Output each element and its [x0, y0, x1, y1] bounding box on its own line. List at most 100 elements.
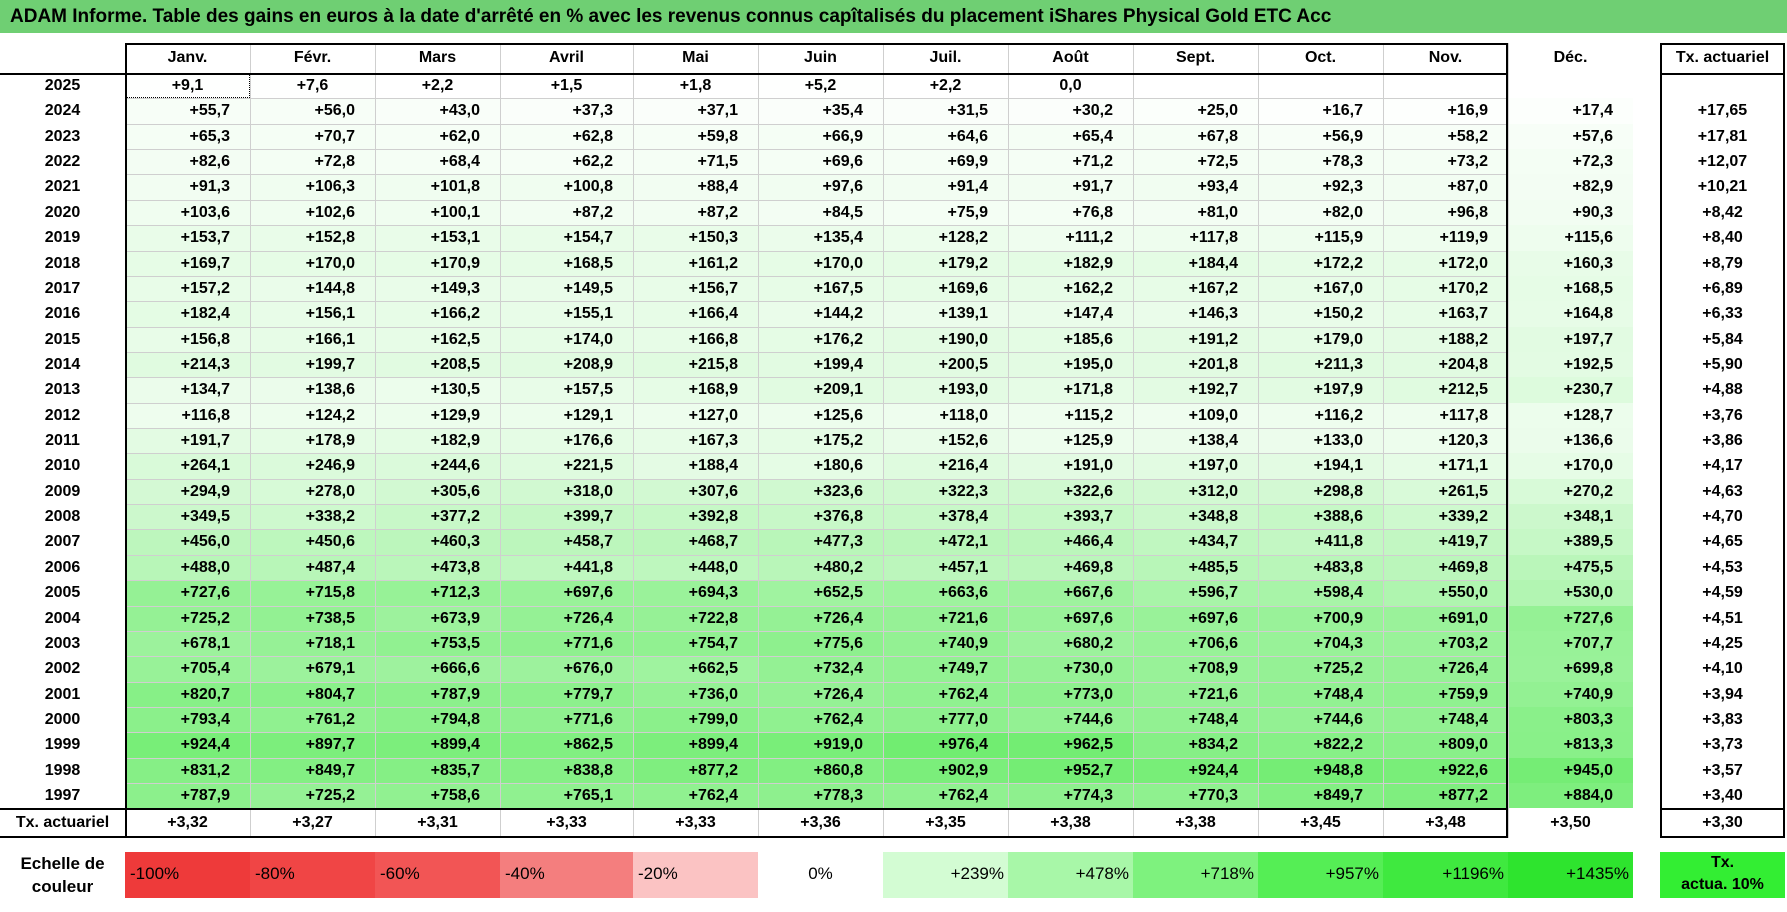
gain-cell[interactable]: +458,7	[500, 529, 633, 555]
gain-cell[interactable]: +849,7	[1258, 783, 1383, 809]
gain-cell[interactable]: +777,0	[883, 707, 1008, 733]
gain-cell[interactable]: +96,8	[1383, 199, 1508, 226]
gain-cell[interactable]: +744,6	[1258, 707, 1383, 733]
gain-cell[interactable]: +1,5	[500, 73, 633, 99]
gain-cell[interactable]: +69,6	[758, 149, 883, 175]
gain-cell[interactable]: +149,3	[375, 275, 500, 302]
gain-cell[interactable]: +877,2	[1383, 783, 1508, 809]
gain-cell[interactable]: +338,2	[250, 504, 375, 530]
gain-cell[interactable]: +153,7	[125, 225, 250, 251]
gain-cell[interactable]: +166,8	[633, 326, 758, 352]
gain-cell[interactable]: +2,2	[883, 73, 1008, 99]
gain-cell[interactable]: +167,0	[1258, 275, 1383, 302]
gain-cell[interactable]: +162,2	[1008, 275, 1133, 302]
gain-cell[interactable]: +35,4	[758, 98, 883, 124]
gain-cell[interactable]: +952,7	[1008, 757, 1133, 784]
gain-cell[interactable]: +115,6	[1508, 225, 1633, 251]
gain-cell[interactable]: +460,3	[375, 529, 500, 555]
gain-cell[interactable]: +164,8	[1508, 301, 1633, 327]
gain-cell[interactable]: +185,6	[1008, 326, 1133, 352]
gain-cell[interactable]: +787,9	[375, 681, 500, 707]
gain-cell[interactable]: +754,7	[633, 630, 758, 657]
gain-cell[interactable]: +809,0	[1383, 732, 1508, 758]
gain-cell[interactable]: +483,8	[1258, 554, 1383, 581]
gain-cell[interactable]: +70,7	[250, 123, 375, 150]
gain-cell[interactable]: +117,8	[1133, 225, 1258, 251]
gain-cell[interactable]: +64,6	[883, 123, 1008, 150]
gain-cell[interactable]: +170,0	[1508, 453, 1633, 479]
gain-cell[interactable]: +804,7	[250, 681, 375, 707]
gain-cell[interactable]: +97,6	[758, 174, 883, 200]
gain-cell[interactable]: +919,0	[758, 732, 883, 758]
gain-cell[interactable]: +472,1	[883, 529, 1008, 555]
gain-cell[interactable]: +488,0	[125, 554, 250, 581]
gain-cell[interactable]: +72,5	[1133, 149, 1258, 175]
gain-cell[interactable]: +5,2	[758, 73, 883, 99]
gain-cell[interactable]: +803,3	[1508, 707, 1633, 733]
gain-cell[interactable]: +834,2	[1133, 732, 1258, 758]
gain-cell[interactable]: +718,1	[250, 630, 375, 657]
gain-cell[interactable]: +65,4	[1008, 123, 1133, 150]
gain-cell[interactable]: +673,9	[375, 605, 500, 631]
gain-cell[interactable]: +161,2	[633, 250, 758, 276]
gain-cell[interactable]: +485,5	[1133, 554, 1258, 581]
gain-cell[interactable]: +962,5	[1008, 732, 1133, 758]
gain-cell[interactable]: +862,5	[500, 732, 633, 758]
gain-cell[interactable]: +700,9	[1258, 605, 1383, 631]
gain-cell[interactable]: +168,9	[633, 377, 758, 403]
gain-cell[interactable]: +168,5	[1508, 275, 1633, 302]
gain-cell[interactable]: +117,8	[1383, 402, 1508, 429]
gain-cell[interactable]: +138,4	[1133, 428, 1258, 454]
gain-cell[interactable]: +166,4	[633, 301, 758, 327]
gain-cell[interactable]: +91,4	[883, 174, 1008, 200]
gain-cell[interactable]: +188,2	[1383, 326, 1508, 352]
gain-cell[interactable]: +480,2	[758, 554, 883, 581]
gain-cell[interactable]: +469,8	[1383, 554, 1508, 581]
gain-cell[interactable]: +706,6	[1133, 630, 1258, 657]
gain-cell[interactable]: +155,1	[500, 301, 633, 327]
gain-cell[interactable]: +156,8	[125, 326, 250, 352]
gain-cell[interactable]: +705,4	[125, 656, 250, 682]
gain-cell[interactable]: +200,5	[883, 351, 1008, 378]
gain-cell[interactable]: +456,0	[125, 529, 250, 555]
gain-cell[interactable]: +762,4	[633, 783, 758, 809]
gain-cell[interactable]: +215,8	[633, 351, 758, 378]
gain-cell[interactable]: +820,7	[125, 681, 250, 707]
gain-cell[interactable]: +124,2	[250, 402, 375, 429]
gain-cell[interactable]: +740,9	[883, 630, 1008, 657]
gain-cell[interactable]: +753,5	[375, 630, 500, 657]
gain-cell[interactable]: +411,8	[1258, 529, 1383, 555]
gain-cell[interactable]: +191,0	[1008, 453, 1133, 479]
gain-cell[interactable]: +679,1	[250, 656, 375, 682]
gain-cell[interactable]: +128,2	[883, 225, 1008, 251]
gain-cell[interactable]: +457,1	[883, 554, 1008, 581]
gain-cell[interactable]: +201,8	[1133, 351, 1258, 378]
gain-cell[interactable]: +477,3	[758, 529, 883, 555]
gain-cell[interactable]: +16,7	[1258, 98, 1383, 124]
gain-cell[interactable]: +726,4	[1383, 656, 1508, 682]
gain-cell[interactable]: +7,6	[250, 73, 375, 99]
gain-cell[interactable]: +712,3	[375, 580, 500, 606]
gain-cell[interactable]: +188,4	[633, 453, 758, 479]
gain-cell[interactable]: +37,1	[633, 98, 758, 124]
gain-cell[interactable]: +182,9	[375, 428, 500, 454]
gain-cell[interactable]: +838,8	[500, 757, 633, 784]
gain-cell[interactable]: +727,6	[1508, 605, 1633, 631]
gain-cell[interactable]: +87,0	[1383, 174, 1508, 200]
gain-cell[interactable]: +197,7	[1508, 326, 1633, 352]
gain-cell[interactable]: +194,1	[1258, 453, 1383, 479]
gain-cell[interactable]: +392,8	[633, 504, 758, 530]
gain-cell[interactable]: +133,0	[1258, 428, 1383, 454]
gain-cell[interactable]: +211,3	[1258, 351, 1383, 378]
gain-cell[interactable]: +209,1	[758, 377, 883, 403]
gain-cell[interactable]: +787,9	[125, 783, 250, 809]
gain-cell[interactable]: +157,5	[500, 377, 633, 403]
gain-cell[interactable]: +167,3	[633, 428, 758, 454]
gain-cell[interactable]: +120,3	[1383, 428, 1508, 454]
gain-cell[interactable]: +125,9	[1008, 428, 1133, 454]
gain-cell[interactable]: +16,9	[1383, 98, 1508, 124]
gain-cell[interactable]: +246,9	[250, 453, 375, 479]
gain-cell[interactable]: +191,7	[125, 428, 250, 454]
gain-cell[interactable]: +66,9	[758, 123, 883, 150]
gain-cell[interactable]: +72,3	[1508, 149, 1633, 175]
